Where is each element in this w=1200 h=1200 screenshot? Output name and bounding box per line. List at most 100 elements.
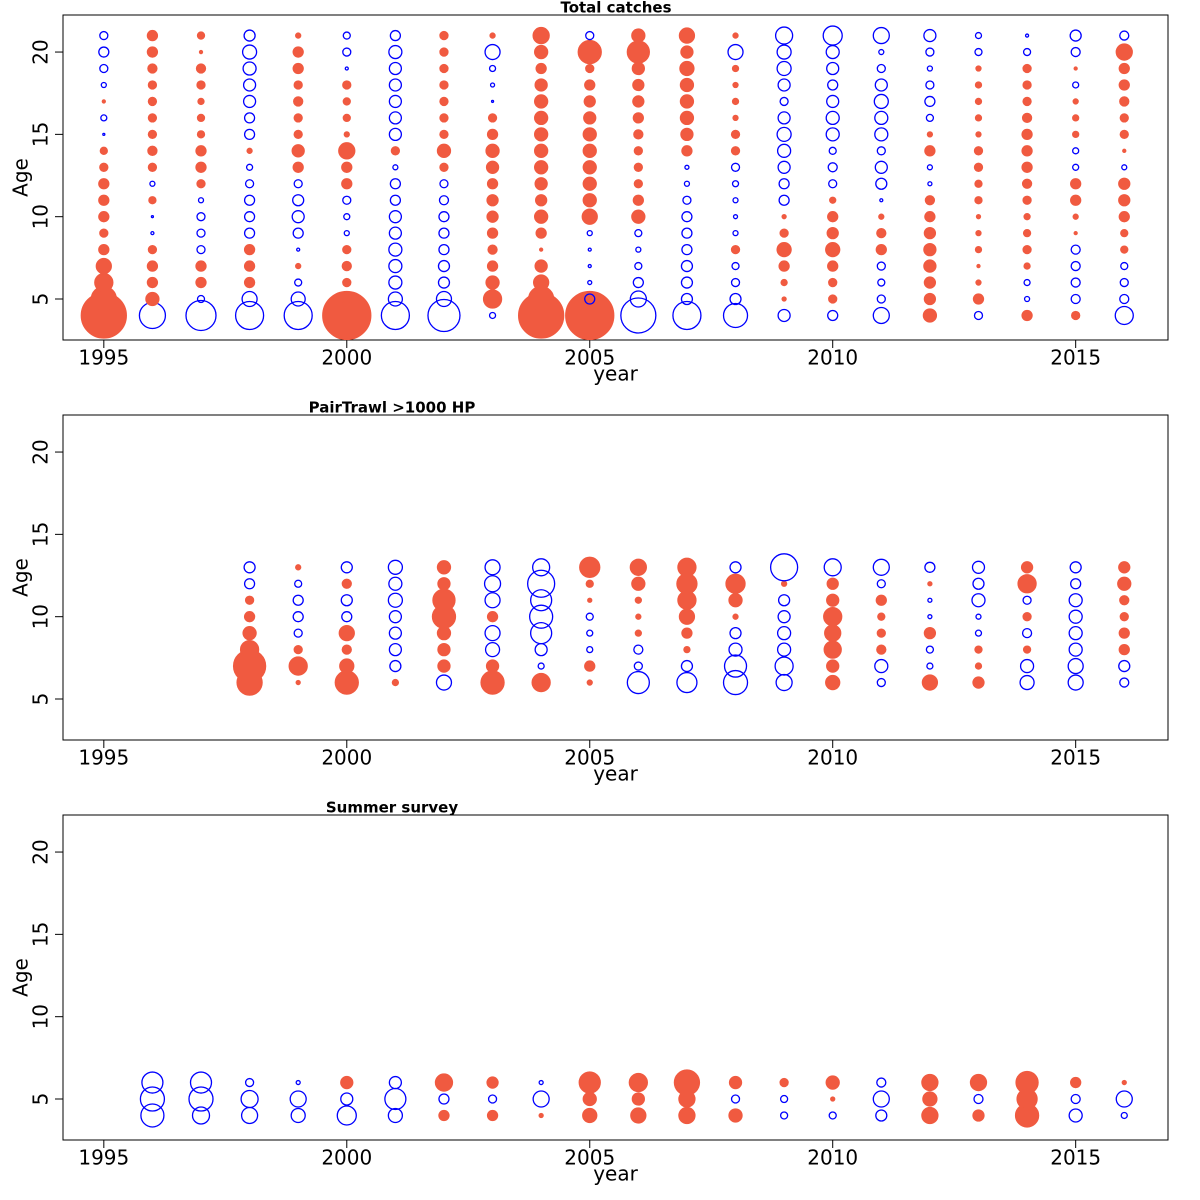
x-tick-label: 2000 — [321, 1146, 372, 1170]
bubble — [1072, 114, 1080, 122]
bubble — [681, 145, 693, 157]
bubble — [490, 99, 495, 104]
bubble — [480, 670, 505, 695]
bubble — [579, 556, 601, 578]
bubble — [732, 214, 739, 220]
bubble — [388, 210, 403, 224]
bubble — [342, 277, 352, 288]
bubble — [874, 658, 889, 674]
bubble — [488, 64, 497, 73]
bubble — [343, 213, 351, 221]
bubble — [722, 302, 749, 329]
bubble — [680, 659, 694, 673]
bubble — [876, 644, 887, 655]
bubble — [730, 244, 741, 255]
bubble — [149, 180, 156, 187]
bubble — [1120, 261, 1129, 271]
bubble — [294, 579, 303, 588]
bubble — [683, 180, 691, 187]
bubble — [923, 259, 937, 273]
bubble — [826, 61, 840, 76]
y-axis-label: Age — [9, 558, 33, 597]
bubble — [1118, 194, 1131, 207]
bubble — [195, 260, 207, 272]
bubble — [1072, 130, 1080, 139]
bubble — [242, 625, 257, 641]
bubble — [633, 162, 643, 172]
bubble — [927, 614, 933, 620]
bubble — [1121, 164, 1128, 171]
bubble — [486, 1109, 499, 1122]
x-tick-label: 1995 — [78, 346, 129, 370]
bubble — [243, 211, 256, 223]
bubble — [1115, 43, 1133, 61]
bubble — [294, 278, 303, 287]
bubble — [334, 670, 359, 695]
bubble — [147, 162, 158, 172]
bubble — [629, 290, 647, 308]
bubble — [731, 64, 740, 73]
bubble — [99, 162, 109, 172]
bubble — [924, 211, 936, 223]
bubble — [150, 215, 155, 219]
bubble — [631, 61, 645, 76]
bubble — [924, 195, 936, 206]
bubble — [681, 627, 693, 639]
bubble — [195, 161, 207, 173]
bubble — [872, 558, 890, 576]
bubble — [974, 629, 983, 637]
bubble — [727, 43, 744, 61]
bubble — [146, 276, 159, 289]
bubble — [438, 211, 450, 223]
bubble — [342, 31, 351, 40]
bubble — [822, 25, 843, 46]
bubble — [732, 197, 739, 204]
y-tick-label: 15 — [29, 522, 53, 547]
bubble — [340, 561, 353, 574]
bubble — [138, 301, 167, 330]
x-tick-label: 2005 — [564, 346, 615, 370]
bubble — [825, 1075, 840, 1090]
bubble — [387, 1107, 404, 1124]
bubble — [340, 594, 353, 607]
bubble — [974, 245, 983, 254]
bubble — [189, 1071, 213, 1094]
bubble — [923, 292, 937, 306]
bubble — [388, 94, 403, 109]
bubble — [1119, 96, 1130, 107]
bubble — [1069, 561, 1082, 574]
bubble — [293, 129, 303, 140]
bubble — [290, 291, 306, 307]
bubble — [243, 578, 256, 590]
bubble — [295, 32, 302, 39]
bubble — [973, 146, 984, 156]
bubble — [427, 298, 461, 333]
bubble — [921, 674, 939, 691]
bubble — [483, 575, 502, 593]
bubble — [872, 26, 890, 45]
bubble — [485, 143, 500, 158]
bubble — [732, 81, 739, 89]
bubble — [437, 659, 451, 673]
bubble — [288, 656, 308, 676]
bubble — [1020, 561, 1034, 574]
bubble — [197, 97, 205, 106]
bubble — [146, 46, 159, 58]
x-tick-label: 2005 — [564, 746, 615, 770]
bubble — [295, 679, 301, 686]
bubble — [633, 129, 644, 140]
bubble — [584, 293, 596, 305]
bubble — [923, 626, 937, 640]
bubble — [730, 1094, 741, 1104]
bubble — [732, 613, 739, 620]
bubble — [341, 178, 353, 190]
x-tick-label: 2000 — [321, 746, 372, 770]
bubble — [584, 79, 596, 91]
bubble — [389, 29, 402, 42]
bubble — [582, 1091, 597, 1107]
bubble — [145, 291, 160, 307]
bubble — [680, 259, 694, 273]
x-tick-label: 1995 — [78, 746, 129, 770]
bubble — [923, 226, 937, 240]
bubble — [828, 1111, 837, 1120]
